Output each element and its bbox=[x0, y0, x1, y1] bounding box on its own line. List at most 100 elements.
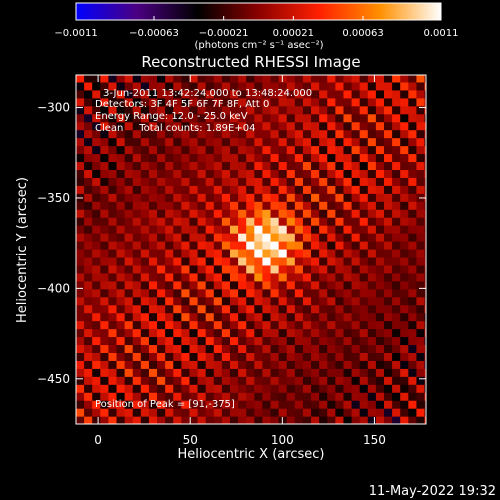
heatmap-cell bbox=[335, 272, 345, 282]
heatmap-cell bbox=[132, 368, 142, 377]
heatmap-cell bbox=[294, 145, 304, 155]
heatmap-cell bbox=[294, 113, 304, 123]
heatmap-cell bbox=[335, 344, 345, 353]
heatmap-cell bbox=[335, 209, 345, 218]
heatmap-cell bbox=[213, 137, 223, 147]
heatmap-cell bbox=[213, 280, 223, 290]
heatmap-cell bbox=[100, 153, 110, 163]
heatmap-cell bbox=[84, 225, 93, 234]
heatmap-cell bbox=[416, 352, 426, 361]
heatmap-cell bbox=[424, 264, 426, 274]
heatmap-cell bbox=[84, 360, 93, 369]
heatmap-cell bbox=[148, 384, 158, 393]
heatmap-cell bbox=[408, 272, 418, 282]
heatmap-cell bbox=[367, 352, 377, 361]
heatmap-cell bbox=[157, 368, 166, 377]
heatmap-cell bbox=[132, 376, 142, 385]
heatmap-cell bbox=[230, 177, 239, 186]
heatmap-cell bbox=[246, 225, 255, 234]
heatmap-cell bbox=[132, 344, 142, 353]
heatmap-cell bbox=[116, 416, 126, 424]
heatmap-cell bbox=[108, 217, 118, 226]
heatmap-cell bbox=[408, 185, 418, 194]
heatmap-cell bbox=[343, 320, 353, 330]
heatmap-cell bbox=[375, 264, 385, 274]
heatmap-cell bbox=[424, 241, 426, 250]
heatmap-cell bbox=[124, 328, 134, 338]
heatmap-cell bbox=[343, 89, 353, 99]
heatmap-cell bbox=[302, 209, 312, 218]
heatmap-cell bbox=[286, 304, 296, 314]
heatmap-cell bbox=[238, 400, 247, 409]
heatmap-cell bbox=[165, 296, 174, 306]
heatmap-cell bbox=[408, 416, 418, 424]
heatmap-cell bbox=[367, 193, 377, 202]
heatmap-cell bbox=[408, 304, 418, 314]
heatmap-cell bbox=[181, 209, 191, 218]
heatmap-cell bbox=[327, 137, 336, 147]
heatmap-cell bbox=[230, 169, 239, 178]
heatmap-cell bbox=[367, 105, 377, 115]
heatmap-cell bbox=[254, 344, 264, 353]
heatmap-cell bbox=[367, 264, 377, 274]
heatmap-cell bbox=[375, 225, 385, 234]
heatmap-cell bbox=[140, 81, 150, 91]
heatmap-cell bbox=[205, 264, 215, 274]
heatmap-cell bbox=[189, 145, 199, 155]
heatmap-cell bbox=[157, 225, 166, 234]
heatmap-cell bbox=[367, 336, 377, 346]
heatmap-cell bbox=[76, 312, 85, 322]
heatmap-cell bbox=[76, 177, 85, 186]
heatmap-cell bbox=[359, 105, 369, 115]
heatmap-cell bbox=[205, 169, 215, 178]
heatmap-cell bbox=[165, 408, 174, 417]
heatmap-cell bbox=[213, 368, 223, 377]
heatmap-cell bbox=[270, 408, 280, 417]
heatmap-cell bbox=[100, 392, 110, 401]
heatmap-cell bbox=[100, 121, 110, 131]
heatmap-cell bbox=[238, 320, 247, 330]
heatmap-cell bbox=[132, 264, 142, 274]
heatmap-cell bbox=[189, 296, 199, 306]
heatmap-cell bbox=[132, 256, 142, 266]
heatmap-cell bbox=[108, 264, 118, 274]
heatmap-cell bbox=[165, 89, 174, 99]
heatmap-cell bbox=[197, 344, 207, 353]
heatmap-cell bbox=[392, 376, 401, 385]
heatmap-cell bbox=[278, 241, 288, 250]
heatmap-cell bbox=[181, 161, 191, 170]
heatmap-cell bbox=[311, 336, 320, 346]
heatmap-cell bbox=[286, 384, 296, 393]
heatmap-cell bbox=[197, 392, 207, 401]
heatmap-cell bbox=[319, 320, 328, 330]
heatmap-cell bbox=[278, 105, 288, 115]
heatmap-cell bbox=[367, 344, 377, 353]
heatmap-cell bbox=[262, 392, 272, 401]
heatmap-cell bbox=[424, 161, 426, 170]
heatmap-cell bbox=[302, 296, 312, 306]
heatmap-cell bbox=[319, 75, 328, 83]
heatmap-cell bbox=[262, 408, 272, 417]
heatmap-cell bbox=[205, 193, 215, 202]
heatmap-cell bbox=[262, 161, 272, 170]
heatmap-cell bbox=[100, 312, 110, 322]
heatmap-cell bbox=[416, 328, 426, 338]
heatmap-cell bbox=[157, 400, 166, 409]
heatmap-cell bbox=[327, 241, 336, 250]
heatmap-cell bbox=[221, 264, 231, 274]
heatmap-cell bbox=[254, 392, 264, 401]
heatmap-cell bbox=[302, 328, 312, 338]
heatmap-cell bbox=[148, 360, 158, 369]
heatmap-cell bbox=[238, 89, 247, 99]
heatmap-cell bbox=[165, 272, 174, 282]
heatmap-cell bbox=[343, 288, 353, 298]
heatmap-cell bbox=[246, 201, 255, 210]
heatmap-cell bbox=[311, 233, 320, 242]
heatmap-cell bbox=[384, 336, 393, 346]
heatmap-cell bbox=[84, 75, 93, 83]
heatmap-cell bbox=[319, 296, 328, 306]
x-tick-label: 150 bbox=[363, 433, 386, 447]
heatmap-cell bbox=[189, 105, 199, 115]
heatmap-cell bbox=[230, 81, 239, 91]
heatmap-cell bbox=[286, 352, 296, 361]
